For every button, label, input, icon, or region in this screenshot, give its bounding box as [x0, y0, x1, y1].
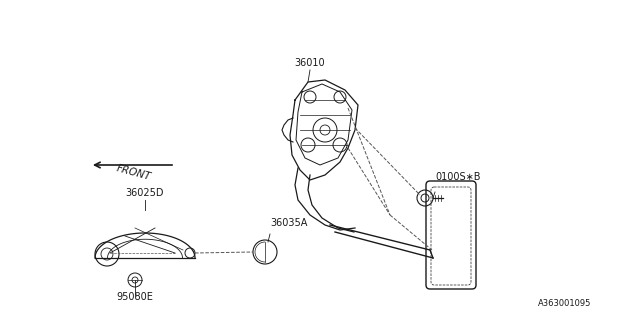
FancyBboxPatch shape [431, 187, 471, 285]
Text: A363001095: A363001095 [538, 299, 592, 308]
Text: 36010: 36010 [294, 58, 325, 68]
Text: 0100S∗B: 0100S∗B [435, 172, 481, 182]
Text: FRONT: FRONT [115, 163, 152, 182]
Text: 95080E: 95080E [116, 292, 154, 302]
Text: 36025D: 36025D [125, 188, 164, 198]
Text: 36035A: 36035A [270, 218, 307, 228]
FancyBboxPatch shape [426, 181, 476, 289]
